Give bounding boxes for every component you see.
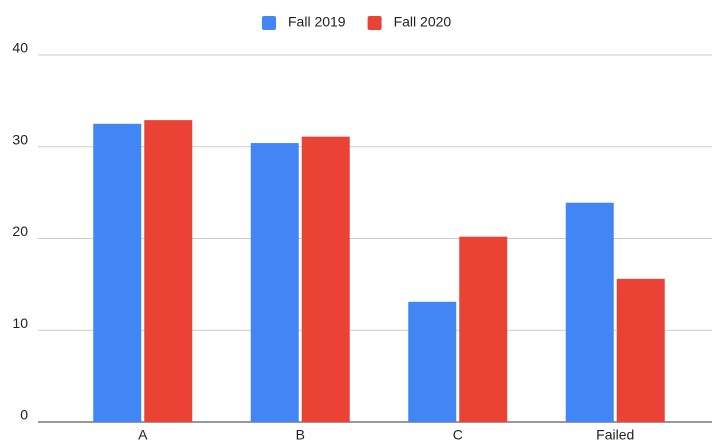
legend-swatch: [262, 16, 276, 30]
bar: [93, 123, 142, 422]
x-tick-label: B: [296, 427, 305, 440]
bar: [408, 301, 457, 422]
y-tick-label: 30: [12, 131, 28, 147]
bar: [250, 143, 299, 422]
y-tick-label: 20: [12, 223, 28, 239]
bar: [565, 202, 614, 422]
bar: [144, 120, 193, 422]
bar: [616, 278, 665, 422]
bar: [301, 136, 350, 422]
x-tick-label: Failed: [596, 427, 634, 440]
x-tick-label: A: [138, 427, 148, 440]
legend-label: Fall 2019: [288, 14, 346, 30]
legend-swatch: [367, 16, 382, 30]
x-tick-label: C: [453, 427, 463, 440]
y-tick-label: 0: [20, 407, 28, 423]
bar: [459, 236, 508, 422]
y-tick-label: 40: [12, 40, 28, 56]
legend-label: Fall 2020: [394, 14, 452, 30]
y-tick-label: 10: [12, 315, 28, 331]
